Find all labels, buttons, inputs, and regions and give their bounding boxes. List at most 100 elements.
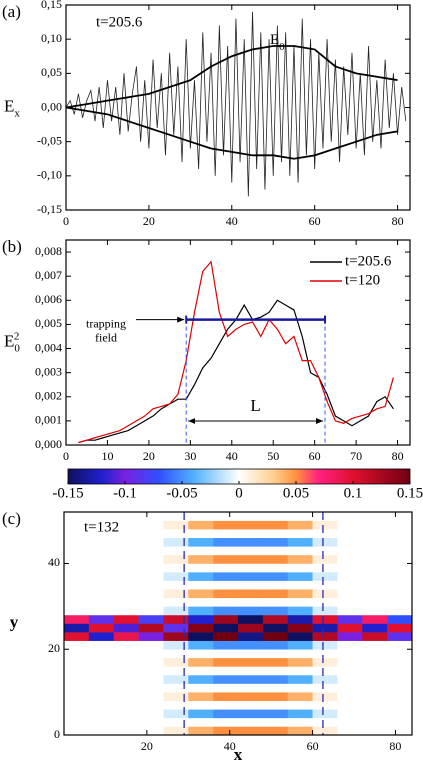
heat-cell bbox=[88, 726, 115, 736]
heat-cell bbox=[64, 709, 90, 719]
heat-cell bbox=[262, 692, 289, 701]
heat-cell bbox=[113, 709, 139, 719]
heat-cell bbox=[387, 632, 413, 641]
heat-cell bbox=[312, 683, 338, 693]
heat-cell bbox=[337, 580, 363, 590]
heat-cell bbox=[337, 709, 363, 719]
heat-cell bbox=[188, 717, 214, 727]
heat-cell bbox=[113, 572, 139, 581]
x-tick-label: 50 bbox=[267, 449, 279, 463]
heat-cell bbox=[362, 563, 388, 573]
heat-cell bbox=[337, 589, 363, 599]
heat-cell bbox=[88, 683, 115, 693]
heat-cell bbox=[287, 589, 313, 599]
heat-cell bbox=[312, 674, 338, 684]
heat-cell bbox=[362, 649, 388, 659]
heat-cell bbox=[188, 649, 214, 659]
heat-cell bbox=[362, 692, 388, 701]
heat-cell bbox=[213, 520, 239, 530]
heat-cell bbox=[387, 623, 413, 633]
heat-cell bbox=[113, 537, 139, 547]
heat-cell bbox=[213, 726, 239, 736]
heat-cell bbox=[163, 597, 189, 607]
heat-cell bbox=[337, 537, 363, 547]
heat-cell bbox=[312, 554, 338, 564]
heat-cell bbox=[138, 632, 164, 641]
heat-cell bbox=[312, 529, 338, 539]
y-tick-label: 0,00 bbox=[41, 99, 62, 113]
x-tick-label: 30 bbox=[184, 449, 196, 463]
colorbar-tick-label: 0.05 bbox=[283, 485, 309, 501]
heat-cell bbox=[188, 529, 214, 539]
y-tick-label: -0,10 bbox=[37, 168, 62, 182]
heat-cell bbox=[287, 580, 313, 590]
heat-cell bbox=[138, 546, 164, 556]
heat-cell bbox=[88, 640, 115, 650]
heat-cell bbox=[163, 546, 189, 556]
heat-cell bbox=[88, 537, 115, 547]
heat-cell bbox=[312, 709, 338, 719]
heat-cell bbox=[188, 572, 214, 581]
heat-cell bbox=[88, 674, 115, 684]
heat-cell bbox=[337, 554, 363, 564]
x-tick-label: 10 bbox=[101, 449, 113, 463]
heat-cell bbox=[312, 623, 338, 633]
heat-cell bbox=[337, 529, 363, 539]
heat-cell bbox=[238, 597, 264, 607]
heat-cell bbox=[213, 683, 239, 693]
y-tick-label: 0,05 bbox=[41, 65, 62, 79]
label-part: 0 bbox=[279, 41, 285, 53]
colorbar-tick-label: 0 bbox=[235, 485, 243, 501]
colorbar-tick-label: -0.1 bbox=[113, 485, 137, 501]
heat-cell bbox=[337, 520, 363, 530]
heat-cell bbox=[287, 683, 313, 693]
y-tick-label: 0 bbox=[54, 727, 60, 741]
heat-cell bbox=[287, 537, 313, 547]
heat-cell bbox=[287, 692, 313, 701]
heat-cell bbox=[113, 589, 139, 599]
heat-cell bbox=[188, 683, 214, 693]
x-axis-label: x bbox=[234, 745, 243, 763]
heat-cell bbox=[138, 726, 164, 736]
heat-cell bbox=[88, 649, 115, 659]
heat-cell bbox=[163, 683, 189, 693]
heat-cell bbox=[362, 726, 388, 736]
heat-cell bbox=[188, 666, 214, 676]
colorbar-tick-label: -0.05 bbox=[166, 485, 197, 501]
heat-cell bbox=[163, 606, 189, 616]
y-axis-label: Ex bbox=[4, 96, 20, 119]
heat-cell bbox=[238, 589, 264, 599]
heat-cell bbox=[188, 632, 214, 641]
heat-cell bbox=[362, 572, 388, 581]
heat-cell bbox=[163, 554, 189, 564]
annotation: t=132 bbox=[84, 519, 119, 535]
data-line bbox=[78, 260, 394, 444]
heat-cell bbox=[213, 692, 239, 701]
heat-cell bbox=[64, 666, 90, 676]
heat-cell bbox=[287, 623, 313, 633]
heat-cell bbox=[362, 657, 388, 667]
heat-cell bbox=[262, 632, 289, 641]
heat-cell bbox=[163, 623, 189, 633]
heat-cell bbox=[213, 563, 239, 573]
heat-cell bbox=[213, 709, 239, 719]
heat-cell bbox=[238, 692, 264, 701]
heat-cell bbox=[188, 537, 214, 547]
heat-cell bbox=[88, 554, 115, 564]
heat-cell bbox=[337, 632, 363, 641]
heat-cell bbox=[113, 674, 139, 684]
heat-cell bbox=[138, 572, 164, 581]
data-line bbox=[65, 106, 398, 160]
heat-cell bbox=[213, 546, 239, 556]
heat-cell bbox=[287, 529, 313, 539]
heat-cell bbox=[387, 726, 413, 736]
heat-cell bbox=[163, 640, 189, 650]
heat-cell bbox=[337, 614, 363, 624]
heat-cell bbox=[387, 589, 413, 599]
heat-cell bbox=[312, 726, 338, 736]
heat-cell bbox=[113, 580, 139, 590]
heat-cell bbox=[287, 726, 313, 736]
heat-cell bbox=[88, 666, 115, 676]
heat-cell bbox=[238, 709, 264, 719]
heat-cell bbox=[238, 554, 264, 564]
